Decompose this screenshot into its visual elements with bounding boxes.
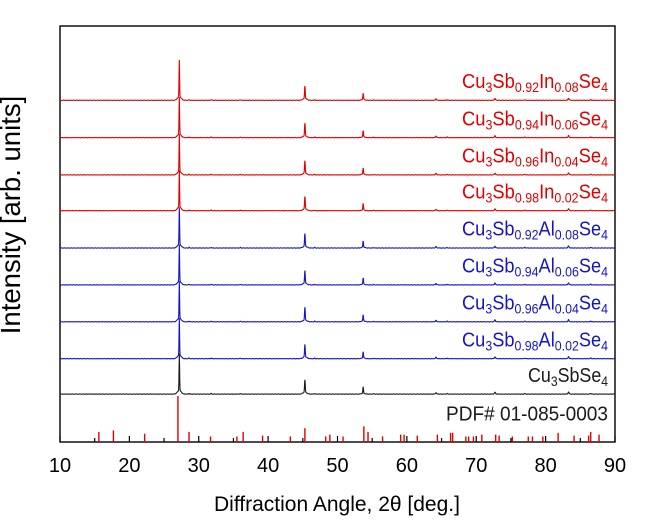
- svg-text:50: 50: [326, 455, 348, 477]
- svg-text:20: 20: [118, 455, 140, 477]
- svg-text:PDF# 01-085-0003: PDF# 01-085-0003: [446, 403, 608, 426]
- svg-text:40: 40: [257, 455, 279, 477]
- svg-text:Cu3SbSe4: Cu3SbSe4: [528, 364, 608, 389]
- svg-text:Intensity [arb. units]: Intensity [arb. units]: [0, 96, 26, 334]
- svg-text:30: 30: [188, 455, 210, 477]
- svg-text:10: 10: [49, 455, 71, 477]
- svg-text:60: 60: [396, 455, 418, 477]
- svg-text:70: 70: [465, 455, 487, 477]
- svg-text:80: 80: [535, 455, 557, 477]
- svg-text:90: 90: [604, 455, 626, 477]
- svg-text:Diffraction Angle, 2θ [deg.]: Diffraction Angle, 2θ [deg.]: [214, 493, 460, 516]
